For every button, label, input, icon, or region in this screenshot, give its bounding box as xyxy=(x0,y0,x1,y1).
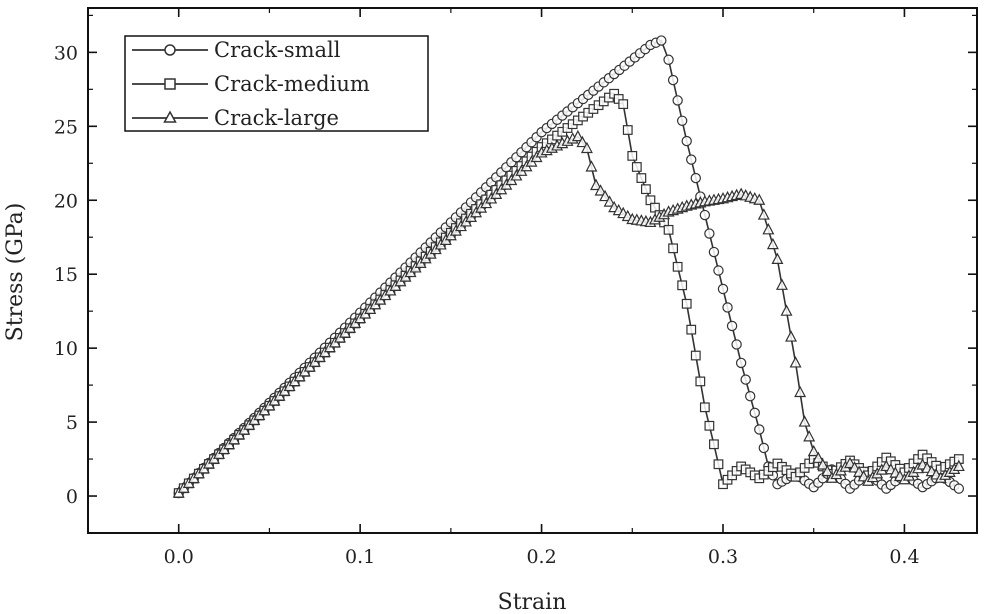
data-point-square xyxy=(713,459,724,470)
data-point-triangle xyxy=(816,458,829,470)
data-point-circle xyxy=(656,35,667,46)
x-tick-label: 0.4 xyxy=(889,546,919,568)
data-point-triangle xyxy=(603,195,616,207)
data-point-square xyxy=(709,439,719,450)
legend-label-large: Crack-large xyxy=(214,106,339,130)
data-point-triangle xyxy=(599,189,612,202)
data-point-square xyxy=(622,125,633,135)
data-point-triangle xyxy=(571,129,584,142)
y-tick-label: 20 xyxy=(54,190,78,212)
data-point-circle xyxy=(686,154,697,165)
y-axis-label: Stress (GPa) xyxy=(3,203,28,342)
data-point-triangle xyxy=(590,178,602,191)
data-point-triangle xyxy=(794,385,807,398)
x-tick-label: 0.2 xyxy=(526,546,556,568)
data-point-circle xyxy=(731,339,742,350)
data-point-square xyxy=(668,243,679,254)
data-point-square xyxy=(677,280,688,291)
data-point-triangle xyxy=(807,444,820,457)
data-point-circle xyxy=(726,320,738,332)
data-point-circle xyxy=(745,391,756,402)
data-point-triangle xyxy=(780,304,793,316)
data-point-square xyxy=(686,324,697,335)
data-point-circle xyxy=(676,115,688,126)
data-point-circle xyxy=(672,95,683,106)
x-tick-label: 0.0 xyxy=(164,546,194,568)
data-point-triangle xyxy=(812,451,825,463)
data-point-circle xyxy=(713,265,724,276)
data-point-circle xyxy=(667,74,679,86)
data-point-circle xyxy=(740,374,751,385)
data-point-triangle xyxy=(585,160,598,172)
legend: Crack-small Crack-medium Crack-large xyxy=(124,35,429,132)
y-tick-label: 0 xyxy=(66,486,78,508)
axis-ticks: 0.0 0.1 0.2 0.3 0.4 0 5 10 15 20 25 30 xyxy=(54,8,977,568)
legend-marker-square xyxy=(164,78,176,90)
data-point-circle xyxy=(663,54,674,65)
data-point-circle xyxy=(717,283,729,295)
data-point-circle xyxy=(722,302,733,313)
data-point-square xyxy=(640,184,651,195)
data-point-circle xyxy=(735,357,747,369)
data-point-square xyxy=(672,261,683,272)
data-point-square xyxy=(636,173,647,183)
data-point-square xyxy=(690,350,701,361)
legend-label-medium: Crack-medium xyxy=(214,72,370,96)
data-point-circle xyxy=(708,246,720,258)
y-tick-label: 30 xyxy=(54,42,78,64)
legend-marker-triangle xyxy=(163,110,177,123)
data-point-square xyxy=(699,402,710,413)
data-point-square xyxy=(681,298,692,309)
data-point-square xyxy=(631,162,642,172)
series-crack-large xyxy=(172,129,965,498)
data-point-triangle xyxy=(762,223,775,235)
data-point-triangle xyxy=(594,184,607,196)
data-point-square xyxy=(627,150,638,161)
data-point-square xyxy=(695,376,706,387)
data-point-triangle xyxy=(771,252,784,265)
data-point-circle xyxy=(754,424,765,435)
x-tick-label: 0.3 xyxy=(708,546,738,568)
legend-marker-circle xyxy=(164,44,176,56)
x-axis-label: Strain xyxy=(498,590,567,614)
data-point-triangle xyxy=(576,135,589,148)
data-point-triangle xyxy=(757,208,770,220)
data-point-circle xyxy=(758,442,770,454)
data-point-triangle xyxy=(766,237,779,250)
data-point-triangle xyxy=(821,464,834,477)
series-layer xyxy=(172,35,965,499)
y-tick-label: 10 xyxy=(54,338,78,360)
data-point-square xyxy=(663,224,674,235)
data-point-triangle xyxy=(753,193,766,205)
y-tick-label: 15 xyxy=(54,264,78,286)
data-point-triangle xyxy=(798,415,811,427)
data-point-square xyxy=(618,99,629,110)
data-point-triangle xyxy=(789,356,802,368)
data-point-circle xyxy=(704,228,715,239)
data-point-circle xyxy=(690,172,701,184)
data-point-circle xyxy=(749,407,760,419)
data-point-circle xyxy=(681,135,692,147)
x-tick-label: 0.1 xyxy=(345,546,375,568)
data-point-triangle xyxy=(785,330,798,342)
data-point-circle xyxy=(953,483,965,494)
legend-label-small: Crack-small xyxy=(214,38,341,62)
y-tick-label: 5 xyxy=(66,412,78,434)
data-point-circle xyxy=(699,209,711,221)
data-point-square xyxy=(704,420,715,431)
data-point-triangle xyxy=(775,278,788,290)
data-point-triangle xyxy=(580,141,593,154)
y-tick-label: 25 xyxy=(54,116,78,138)
data-point-triangle xyxy=(952,459,965,472)
data-point-triangle xyxy=(803,430,816,442)
